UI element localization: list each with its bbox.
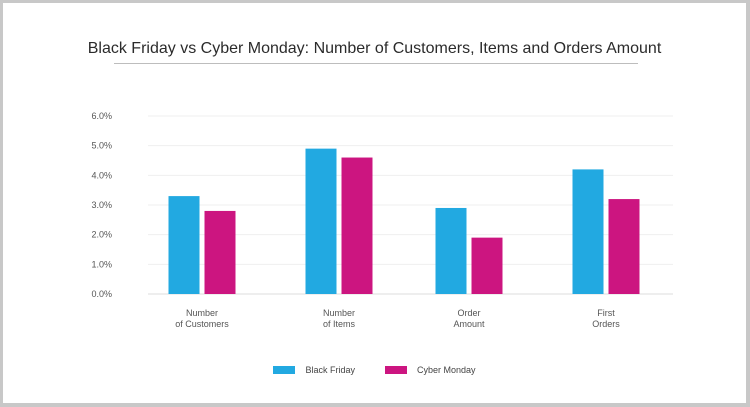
y-tick-label: 5.0%	[91, 141, 112, 151]
bar-black-friday	[572, 169, 604, 294]
y-tick-label: 1.0%	[91, 259, 112, 269]
bar-cyber-monday	[204, 210, 236, 294]
bar-cyber-monday	[341, 157, 373, 294]
title-divider	[114, 63, 638, 64]
x-category-label: Number	[186, 308, 218, 318]
legend-swatch-cyber-monday	[384, 366, 407, 374]
bar-cyber-monday	[608, 199, 640, 294]
chart-title: Black Friday vs Cyber Monday: Number of …	[87, 40, 662, 57]
x-category-label: of Items	[323, 319, 356, 329]
chart-legend: Black Friday Cyber Monday	[3, 365, 746, 375]
bar-black-friday	[435, 207, 467, 294]
y-tick-label: 2.0%	[91, 230, 112, 240]
y-tick-label: 3.0%	[91, 200, 112, 210]
chart-frame: Black Friday vs Cyber Monday: Number of …	[3, 3, 746, 403]
legend-label-black-friday: Black Friday	[305, 365, 355, 375]
x-category-label: Number	[323, 308, 355, 318]
legend-label-cyber-monday: Cyber Monday	[416, 365, 476, 375]
x-category-label: First	[597, 308, 615, 318]
x-category-label: Amount	[453, 319, 485, 329]
x-category-label: Orders	[592, 319, 620, 329]
x-category-label: Order	[457, 308, 480, 318]
y-tick-label: 0.0%	[91, 289, 112, 299]
legend-item-black-friday[interactable]: Black Friday	[273, 365, 355, 375]
legend-item-cyber-monday[interactable]: Cyber Monday	[384, 365, 476, 375]
bar-black-friday	[305, 148, 337, 294]
y-tick-label: 6.0%	[91, 111, 112, 121]
y-tick-label: 4.0%	[91, 170, 112, 180]
bar-cyber-monday	[471, 237, 503, 294]
legend-swatch-black-friday	[273, 366, 296, 374]
x-category-label: of Customers	[175, 319, 229, 329]
bar-black-friday	[168, 196, 200, 294]
